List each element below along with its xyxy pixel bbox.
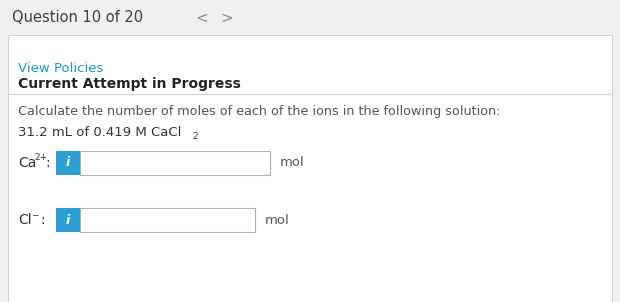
FancyBboxPatch shape	[80, 208, 255, 232]
Text: i: i	[66, 156, 70, 169]
FancyBboxPatch shape	[56, 208, 80, 232]
Text: mol: mol	[280, 156, 305, 169]
Text: 2: 2	[192, 132, 198, 141]
Text: i: i	[66, 214, 70, 226]
Text: >: >	[220, 11, 232, 25]
Text: :: :	[45, 156, 50, 170]
FancyBboxPatch shape	[8, 35, 612, 302]
Text: 31.2 mL of 0.419 M CaCl: 31.2 mL of 0.419 M CaCl	[18, 127, 182, 140]
Text: Ca: Ca	[18, 156, 37, 170]
Text: Calculate the number of moles of each of the ions in the following solution:: Calculate the number of moles of each of…	[18, 104, 500, 117]
Text: View Policies: View Policies	[18, 62, 104, 75]
FancyBboxPatch shape	[80, 151, 270, 175]
Text: 2+: 2+	[34, 153, 47, 162]
Text: :: :	[40, 213, 45, 227]
Text: mol: mol	[265, 214, 290, 226]
Text: −: −	[31, 210, 38, 220]
Text: Question 10 of 20: Question 10 of 20	[12, 11, 143, 25]
FancyBboxPatch shape	[56, 151, 80, 175]
Text: Current Attempt in Progress: Current Attempt in Progress	[18, 77, 241, 91]
Text: <: <	[195, 11, 208, 25]
Text: Cl: Cl	[18, 213, 32, 227]
